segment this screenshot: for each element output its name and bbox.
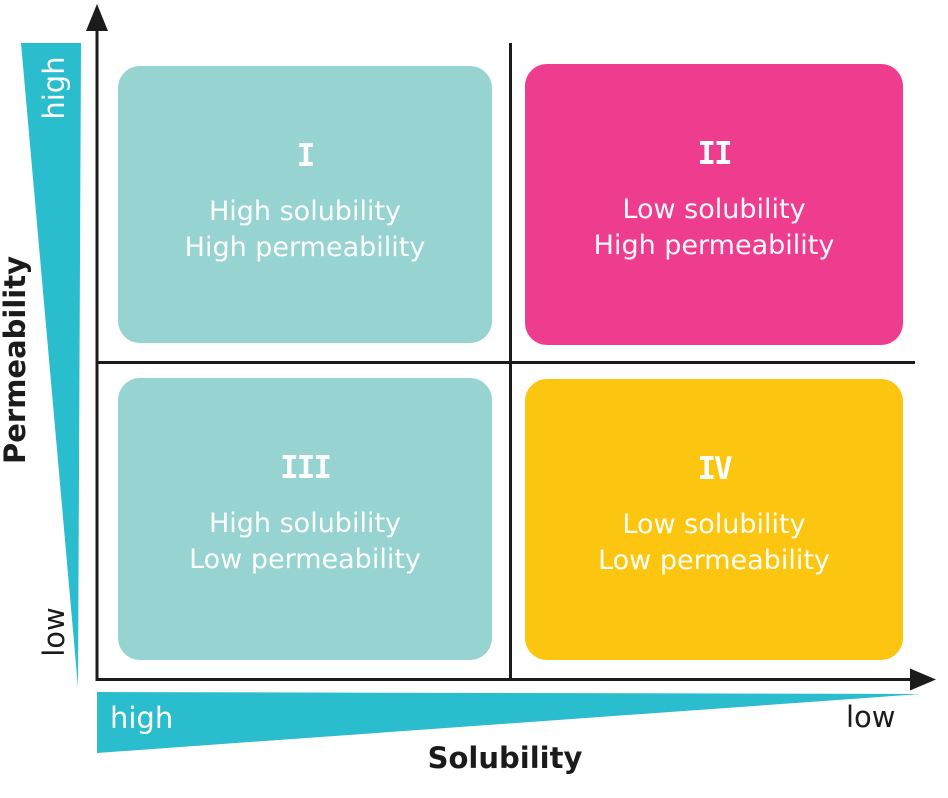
x-axis-title: Solubility bbox=[427, 741, 583, 775]
solubility-gradient-wedge bbox=[97, 692, 921, 753]
quadrant-1-line1: High solubility bbox=[208, 196, 402, 227]
quadrant-1-line2: High permeability bbox=[184, 232, 426, 263]
quadrant-box-3: III High solubility Low permeability bbox=[118, 378, 492, 660]
quadrant-3-line2: Low permeability bbox=[189, 544, 421, 575]
x-axis-low-label: low bbox=[846, 700, 896, 734]
y-axis-arrowhead-icon bbox=[86, 4, 108, 31]
y-axis-high-label: high bbox=[37, 56, 71, 120]
quadrant-box-4: IV Low solubility Low permeability bbox=[525, 379, 903, 660]
quadrant-box-2: II Low solubility High permeability bbox=[525, 64, 903, 345]
quadrant-2-line1: Low solubility bbox=[622, 194, 806, 225]
quadrant-4-numeral: IV bbox=[697, 451, 732, 487]
x-axis-high-label: high bbox=[110, 701, 174, 735]
quadrant-3-line1: High solubility bbox=[208, 508, 402, 539]
quadrant-2-line2: High permeability bbox=[593, 230, 835, 261]
quadrant-2-numeral: II bbox=[697, 136, 732, 172]
y-axis-title: Permeability bbox=[0, 255, 32, 465]
quadrant-3-numeral: III bbox=[280, 450, 332, 486]
quadrant-4-line1: Low solubility bbox=[622, 509, 806, 540]
permeability-gradient-wedge bbox=[21, 43, 81, 687]
quadrant-4-line2: Low permeability bbox=[598, 545, 830, 576]
x-axis-arrowhead-icon bbox=[910, 668, 936, 691]
quadrant-1-numeral: I bbox=[296, 138, 316, 174]
y-axis-low-label: low bbox=[37, 607, 71, 657]
quadrant-box-1: I High solubility High permeability bbox=[118, 66, 492, 343]
